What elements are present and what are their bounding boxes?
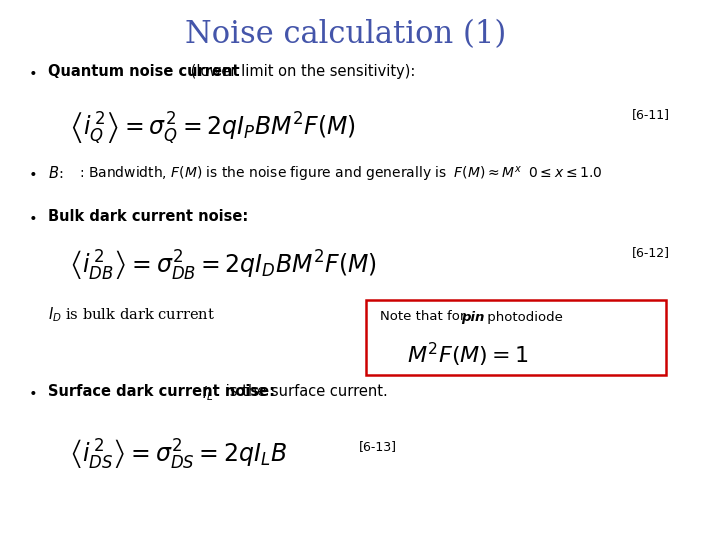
Text: $\bullet$: $\bullet$ bbox=[27, 384, 36, 399]
Text: $\bullet$: $\bullet$ bbox=[27, 165, 36, 179]
Text: Note that for: Note that for bbox=[379, 310, 469, 323]
Text: $\left\langle i_{DS}^{\,2} \right\rangle = \sigma_{DS}^2 = 2qI_L B$: $\left\langle i_{DS}^{\,2} \right\rangle… bbox=[69, 437, 287, 471]
FancyBboxPatch shape bbox=[366, 300, 666, 375]
Text: $\left\langle i_Q^{\,2} \right\rangle = \sigma_Q^2 = 2qI_P BM^2 F(M)$: $\left\langle i_Q^{\,2} \right\rangle = … bbox=[69, 111, 356, 147]
Text: $\bullet$: $\bullet$ bbox=[27, 209, 36, 223]
Text: Quantum noise current: Quantum noise current bbox=[48, 64, 240, 79]
Text: is the surface current.: is the surface current. bbox=[221, 384, 387, 400]
Text: photodiode: photodiode bbox=[483, 310, 563, 323]
Text: Surface dark current noise:: Surface dark current noise: bbox=[48, 384, 286, 400]
Text: [6-13]: [6-13] bbox=[359, 440, 397, 453]
Text: [6-11]: [6-11] bbox=[631, 108, 670, 121]
Text: $B$:: $B$: bbox=[48, 165, 64, 181]
Text: Bulk dark current noise:: Bulk dark current noise: bbox=[48, 209, 248, 224]
Text: $M^2 F(M) = 1$: $M^2 F(M) = 1$ bbox=[408, 341, 529, 369]
Text: : Bandwidth, $F(M)$ is the noise figure and generally is $\;F(M) \approx M^x \;\: : Bandwidth, $F(M)$ is the noise figure … bbox=[79, 165, 603, 184]
Text: $I_D$ is bulk dark current: $I_D$ is bulk dark current bbox=[48, 305, 215, 324]
Text: pin: pin bbox=[462, 310, 485, 323]
Text: $\left\langle i_{DB}^{\,2} \right\rangle = \sigma_{DB}^2 = 2qI_D BM^2 F(M)$: $\left\langle i_{DB}^{\,2} \right\rangle… bbox=[69, 248, 377, 282]
Text: Noise calculation (1): Noise calculation (1) bbox=[184, 19, 506, 50]
Text: $I_L$: $I_L$ bbox=[202, 384, 213, 403]
Text: $\bullet$: $\bullet$ bbox=[27, 64, 36, 78]
Text: [6-12]: [6-12] bbox=[631, 246, 670, 259]
Text: (lower limit on the sensitivity):: (lower limit on the sensitivity): bbox=[186, 64, 415, 79]
